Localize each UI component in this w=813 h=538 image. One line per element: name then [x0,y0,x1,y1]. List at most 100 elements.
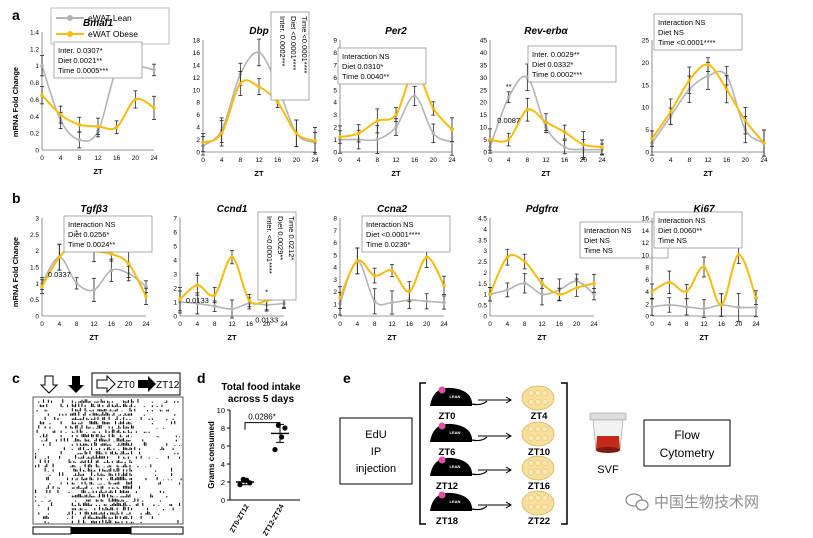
data-point [114,125,119,130]
activity-tick [95,455,97,459]
activity-tick [43,399,45,403]
y-tick-label: 5 [333,87,337,94]
activity-tick [46,489,48,494]
activity-tick [119,490,121,494]
activity-tick [119,503,121,506]
stats-line: Time NS [658,236,687,245]
activity-tick [95,451,97,455]
activity-tick [43,443,45,446]
activity-tick [62,399,64,403]
activity-tick [110,490,112,494]
panel-c-label: c [12,370,20,386]
activity-tick [108,481,110,485]
stats-line: Diet 0.0021** [58,56,102,65]
activity-tick [99,409,101,412]
activity-tick [100,477,102,481]
activity-tick [143,431,145,433]
data-point [407,289,412,294]
x-tick-label: 0 [488,157,492,164]
activity-tick [95,490,97,494]
activity-tick [97,457,99,459]
activity-tick [71,477,73,481]
activity-tick [75,466,77,468]
activity-tick [131,469,133,472]
activity-tick [73,483,75,485]
activity-tick [79,401,81,403]
y-tick-label: 4 [196,125,200,132]
data-point [394,112,398,117]
flow-box [643,419,731,467]
x-tick-label: 16 [406,321,414,328]
mouse-badge: LEAN [450,499,461,504]
y-tick-label: 2 [333,125,337,132]
activity-tick [121,466,123,468]
adipocyte [535,460,541,466]
activity-tick [44,516,46,519]
actogram-row [35,498,161,502]
activity-tick [105,429,107,433]
activity-tick [46,463,48,468]
data-point [650,305,654,309]
activity-tick [78,493,80,498]
activity-tick [113,469,115,472]
activity-tick [73,461,75,463]
mouse-tail [471,400,488,406]
mouse-tail [471,436,488,442]
activity-tick [59,413,61,416]
activity-tick [103,400,105,403]
y-tick-label: 6 [196,112,200,119]
activity-tick [68,511,70,515]
activity-tick [132,425,134,429]
activity-tick [91,410,93,412]
stats-line: Diet <0.0001**** [289,16,298,70]
activity-tick [103,421,105,425]
activity-tick [119,453,121,455]
adipocyte [535,390,541,396]
activity-tick [116,408,118,412]
activity-tick [175,439,177,442]
actogram-zt0-label: ZT0 [117,380,135,391]
activity-tick [105,462,107,463]
activity-tick [81,487,83,489]
activity-tick [99,513,101,515]
legend-lean-label: eWAT Lean [88,13,132,23]
activity-tick [151,418,153,420]
chart-1: Bmal1 0 0.2 0.4 0.6 0.8 1 1.2 1.4 0 4 8 12 16 20 24 ZT In… [30,18,158,176]
activity-tick [110,507,112,511]
activity-tick [110,409,112,412]
activity-tick [94,421,96,425]
watermark-text: 中国生物技术网 [654,494,759,511]
y-tick-label: 0.2 [30,131,39,138]
activity-tick [119,476,121,481]
y-tick-label: 0.8 [30,80,39,87]
activity-tick [63,437,65,442]
activity-tick [110,451,112,455]
y-tick-label: 2 [196,137,200,144]
y-tick-label: 15 [480,112,488,119]
mouse-icon: LEAN [430,386,488,406]
fat-blob [521,490,555,516]
activity-tick [103,448,105,451]
activity-tick [111,474,113,476]
activity-tick [145,512,147,515]
activity-tick [131,431,133,433]
y-tick-label: 1.2 [30,46,39,53]
activity-tick [76,439,78,442]
data-point [212,293,217,297]
x-tick-label: 4 [220,157,224,164]
activity-tick [83,461,85,463]
activity-tick [126,414,128,416]
y-tick-label: 1 [35,63,39,70]
activity-tick [166,400,168,403]
stats-box: Inter. 0.0029**Diet 0.0332*Time 0.0002**… [527,45,617,83]
data-point [544,120,548,124]
activity-tick [123,490,125,494]
y-tick-label: 10 [193,87,201,94]
activity-tick [78,422,80,425]
activity-tick [46,404,48,408]
activity-tick [86,432,88,433]
y-tick-label: 3 [333,277,337,284]
activity-tick [118,477,120,481]
